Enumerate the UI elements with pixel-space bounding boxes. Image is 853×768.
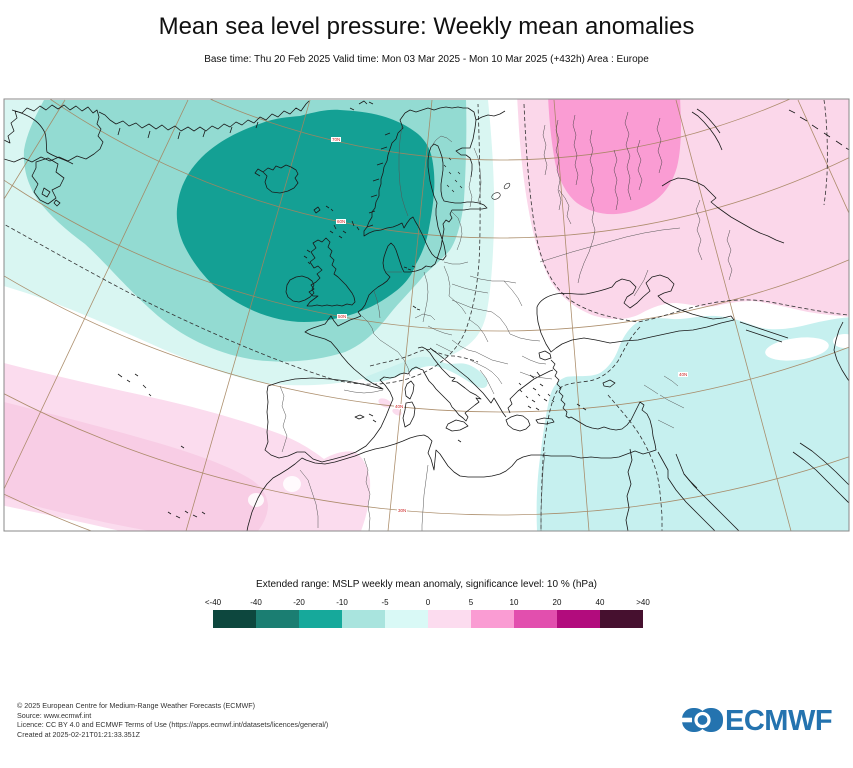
svg-text:0: 0 [426,598,431,607]
svg-text:ECMWF: ECMWF [725,705,832,737]
svg-text:20: 20 [553,598,562,607]
svg-text:-20: -20 [293,598,305,607]
svg-text:50N: 50N [338,314,346,319]
svg-text:-10: -10 [336,598,348,607]
svg-text:60N: 60N [337,219,345,224]
svg-text:>40: >40 [636,598,650,607]
svg-text:10: 10 [510,598,519,607]
svg-text:40N: 40N [395,404,403,409]
svg-text:70N: 70N [332,137,340,142]
svg-text:-5: -5 [381,598,389,607]
svg-text:30N: 30N [398,508,406,513]
svg-text:5: 5 [469,598,474,607]
svg-text:40: 40 [596,598,605,607]
svg-text:40N: 40N [679,372,687,377]
svg-text:<-40: <-40 [205,598,222,607]
svg-text:-40: -40 [250,598,262,607]
